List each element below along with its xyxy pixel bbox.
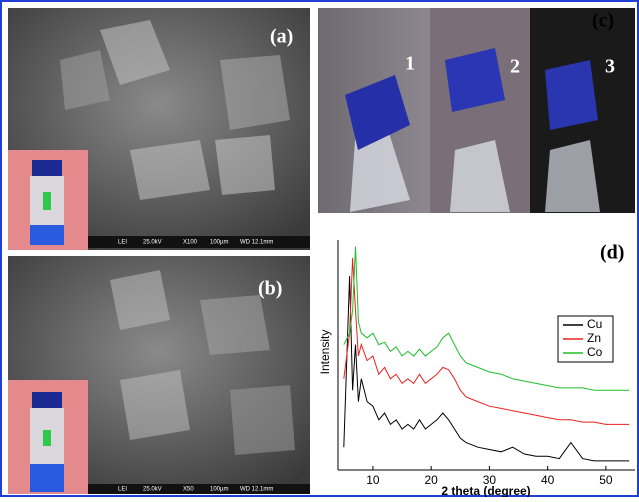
sem-panel-b: (b) LEI 25.0kV X50 100µm WD 12.1mm [8, 256, 310, 494]
scalebar-text: LEI [118, 240, 127, 246]
panel-label: (a) [270, 26, 293, 48]
x-tick-label: 30 [483, 473, 497, 487]
panel-label: (b) [258, 278, 282, 300]
x-tick-label: 20 [424, 473, 438, 487]
y-axis-label: Intensity [318, 330, 332, 375]
scalebar-text: X50 [183, 487, 194, 493]
scalebar-text: 25.0kV [143, 240, 162, 246]
photo-number: 3 [605, 56, 615, 78]
scalebar-text: 100µm [210, 487, 228, 493]
legend-label: Zn [587, 331, 601, 345]
sem-panel-a: (a) LEI 25.0kV X100 100µm WD 12.1mm [8, 8, 310, 250]
legend-label: Co [587, 345, 603, 359]
scalebar-text: LEI [118, 487, 127, 493]
x-tick-label: 10 [366, 473, 380, 487]
legend-label: Cu [587, 317, 602, 331]
scalebar-text: WD 12.1mm [240, 487, 273, 493]
scalebar-text: 25.0kV [143, 487, 162, 493]
scalebar-text: WD 12.1mm [240, 240, 273, 246]
x-tick-label: 50 [599, 473, 613, 487]
scalebar-text: X100 [183, 240, 198, 246]
x-tick-label: 40 [541, 473, 555, 487]
panel-label: (c) [592, 10, 614, 32]
scalebar-text: 100µm [210, 240, 228, 246]
photo-number: 1 [405, 53, 415, 75]
photo-panel-c: (c) 1 2 3 [318, 8, 635, 213]
figure: (a) LEI 25.0kV X100 100µm WD 12.1mm (b) … [0, 0, 639, 497]
panel-label: (d) [600, 242, 624, 264]
photo-number: 2 [510, 56, 520, 78]
